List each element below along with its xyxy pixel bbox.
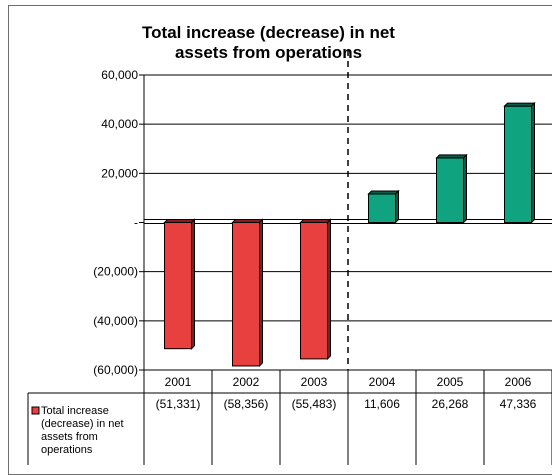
bar-side-2001 bbox=[191, 218, 195, 350]
chart-title: Total increase (decrease) in net assets … bbox=[86, 23, 451, 63]
y-tick-label: 60,000 bbox=[101, 68, 138, 82]
chart-title-line-2: assets from operations bbox=[174, 43, 363, 62]
bar-cap-2006 bbox=[503, 102, 536, 107]
chart-title-line-1: Total increase (decrease) in net bbox=[142, 23, 395, 42]
value-label-2005: 26,268 bbox=[432, 397, 469, 411]
bar-side-2005 bbox=[463, 153, 467, 224]
category-label-2003: 2003 bbox=[301, 375, 328, 389]
value-label-2004: 11,606 bbox=[364, 397, 400, 411]
bar-2002 bbox=[232, 222, 260, 367]
bar-cap-2001 bbox=[163, 219, 196, 223]
value-label-2002: (58,356) bbox=[224, 397, 269, 411]
category-label-2005: 2005 bbox=[437, 375, 464, 389]
bar-cap-2003 bbox=[299, 219, 332, 223]
category-label-2004: 2004 bbox=[369, 375, 396, 389]
bar-side-2002 bbox=[259, 218, 263, 368]
bar-2003 bbox=[300, 222, 328, 360]
bar-2005 bbox=[436, 157, 464, 223]
bar-2001 bbox=[164, 222, 192, 350]
bar-side-2003 bbox=[327, 218, 331, 361]
value-label-2003: (55,483) bbox=[292, 397, 337, 411]
legend-label: Total increase (decrease) in net assets … bbox=[41, 405, 141, 457]
legend-label-line-2: (decrease) in net bbox=[41, 418, 124, 430]
legend-swatch bbox=[31, 406, 40, 415]
bar-side-2006 bbox=[531, 101, 535, 224]
category-label-2002: 2002 bbox=[233, 375, 260, 389]
y-tick-label: 40,000 bbox=[101, 117, 138, 131]
value-label-2006: 47,336 bbox=[500, 397, 537, 411]
bar-chart: 60,000 40,000 20,000 - (20,000) (40,000) (60,0… bbox=[27, 50, 552, 465]
bar-cap-2004 bbox=[367, 190, 400, 195]
legend-label-line-4: operations bbox=[41, 444, 93, 456]
legend-label-line-1: Total increase bbox=[41, 405, 109, 417]
legend-label-line-3: assets from bbox=[41, 431, 98, 443]
category-label-2001: 2001 bbox=[165, 375, 192, 389]
value-label-2001: (51,331) bbox=[156, 397, 201, 411]
bar-side-2004 bbox=[395, 189, 399, 224]
bar-2006 bbox=[504, 105, 532, 223]
y-tick-label: - bbox=[134, 216, 138, 230]
bar-cap-2002 bbox=[231, 219, 264, 223]
bar-cap-2005 bbox=[435, 154, 468, 159]
y-tick-label: 20,000 bbox=[101, 166, 138, 180]
y-tick-label: (60,000) bbox=[93, 363, 138, 377]
y-tick-label: (40,000) bbox=[93, 314, 138, 328]
category-label-2006: 2006 bbox=[505, 375, 532, 389]
bar-2004 bbox=[368, 193, 396, 223]
y-tick-label: (20,000) bbox=[93, 265, 138, 279]
